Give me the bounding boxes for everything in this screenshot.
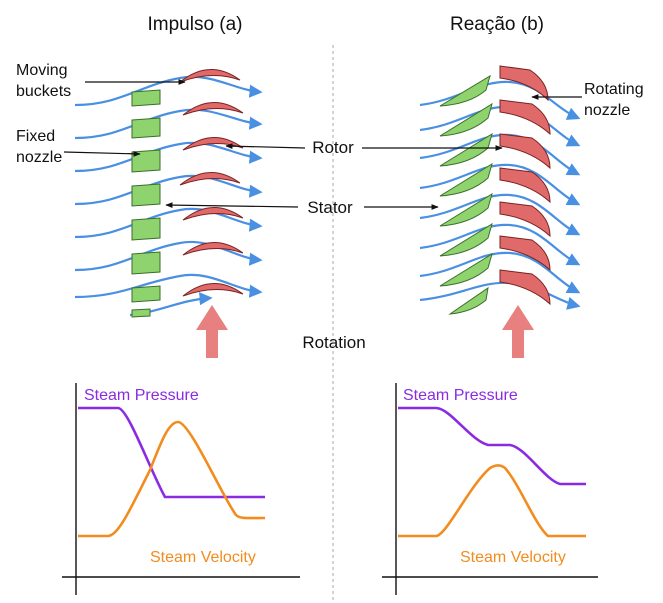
reaction-pressure-curve <box>398 406 586 486</box>
impulse-rotor-buckets <box>179 69 244 297</box>
impulse-pressure-label: Steam Pressure <box>84 387 199 404</box>
fixed-nozzle-pointer <box>63 150 141 157</box>
impulse-rotation-arrow <box>196 305 228 358</box>
impulse-title: Impulso (a) <box>147 14 242 35</box>
reaction-title: Reação (b) <box>450 14 544 35</box>
rotor-label: Rotor <box>312 138 354 157</box>
reaction-stator-blades <box>439 74 493 315</box>
rotating-nozzle-label-line1: Rotating <box>584 81 644 98</box>
impulse-stator-blades <box>131 89 161 318</box>
impulse-velocity-curve <box>78 420 266 538</box>
reaction-velocity-label: Steam Velocity <box>460 549 566 566</box>
fixed-nozzle-label-line1: Fixed <box>16 128 55 145</box>
impulse-velocity-label: Steam Velocity <box>150 549 256 566</box>
impulse-flow-lines <box>74 75 263 317</box>
rotating-nozzle-label-line2: nozzle <box>584 102 630 119</box>
reaction-velocity-curve <box>398 464 586 538</box>
impulse-pressure-curve <box>78 406 265 499</box>
reaction-rotor-blades <box>499 65 551 306</box>
moving-buckets-label-line1: Moving <box>16 62 68 79</box>
rotor-pointer-left <box>225 143 306 150</box>
impulse-graph: Steam Pressure Steam Velocity <box>62 383 300 595</box>
stator-label: Stator <box>307 198 353 217</box>
moving-buckets-label-line2: buckets <box>16 83 71 100</box>
reaction-graph: Steam Pressure Steam Velocity <box>382 383 598 595</box>
rotation-label: Rotation <box>302 333 365 352</box>
reaction-stage <box>419 65 581 358</box>
fixed-nozzle-label-line2: nozzle <box>16 149 62 166</box>
reaction-rotation-arrow <box>502 305 534 358</box>
impulse-stage <box>74 69 263 358</box>
reaction-pressure-label: Steam Pressure <box>403 387 518 404</box>
stator-pointer-left <box>165 202 299 208</box>
